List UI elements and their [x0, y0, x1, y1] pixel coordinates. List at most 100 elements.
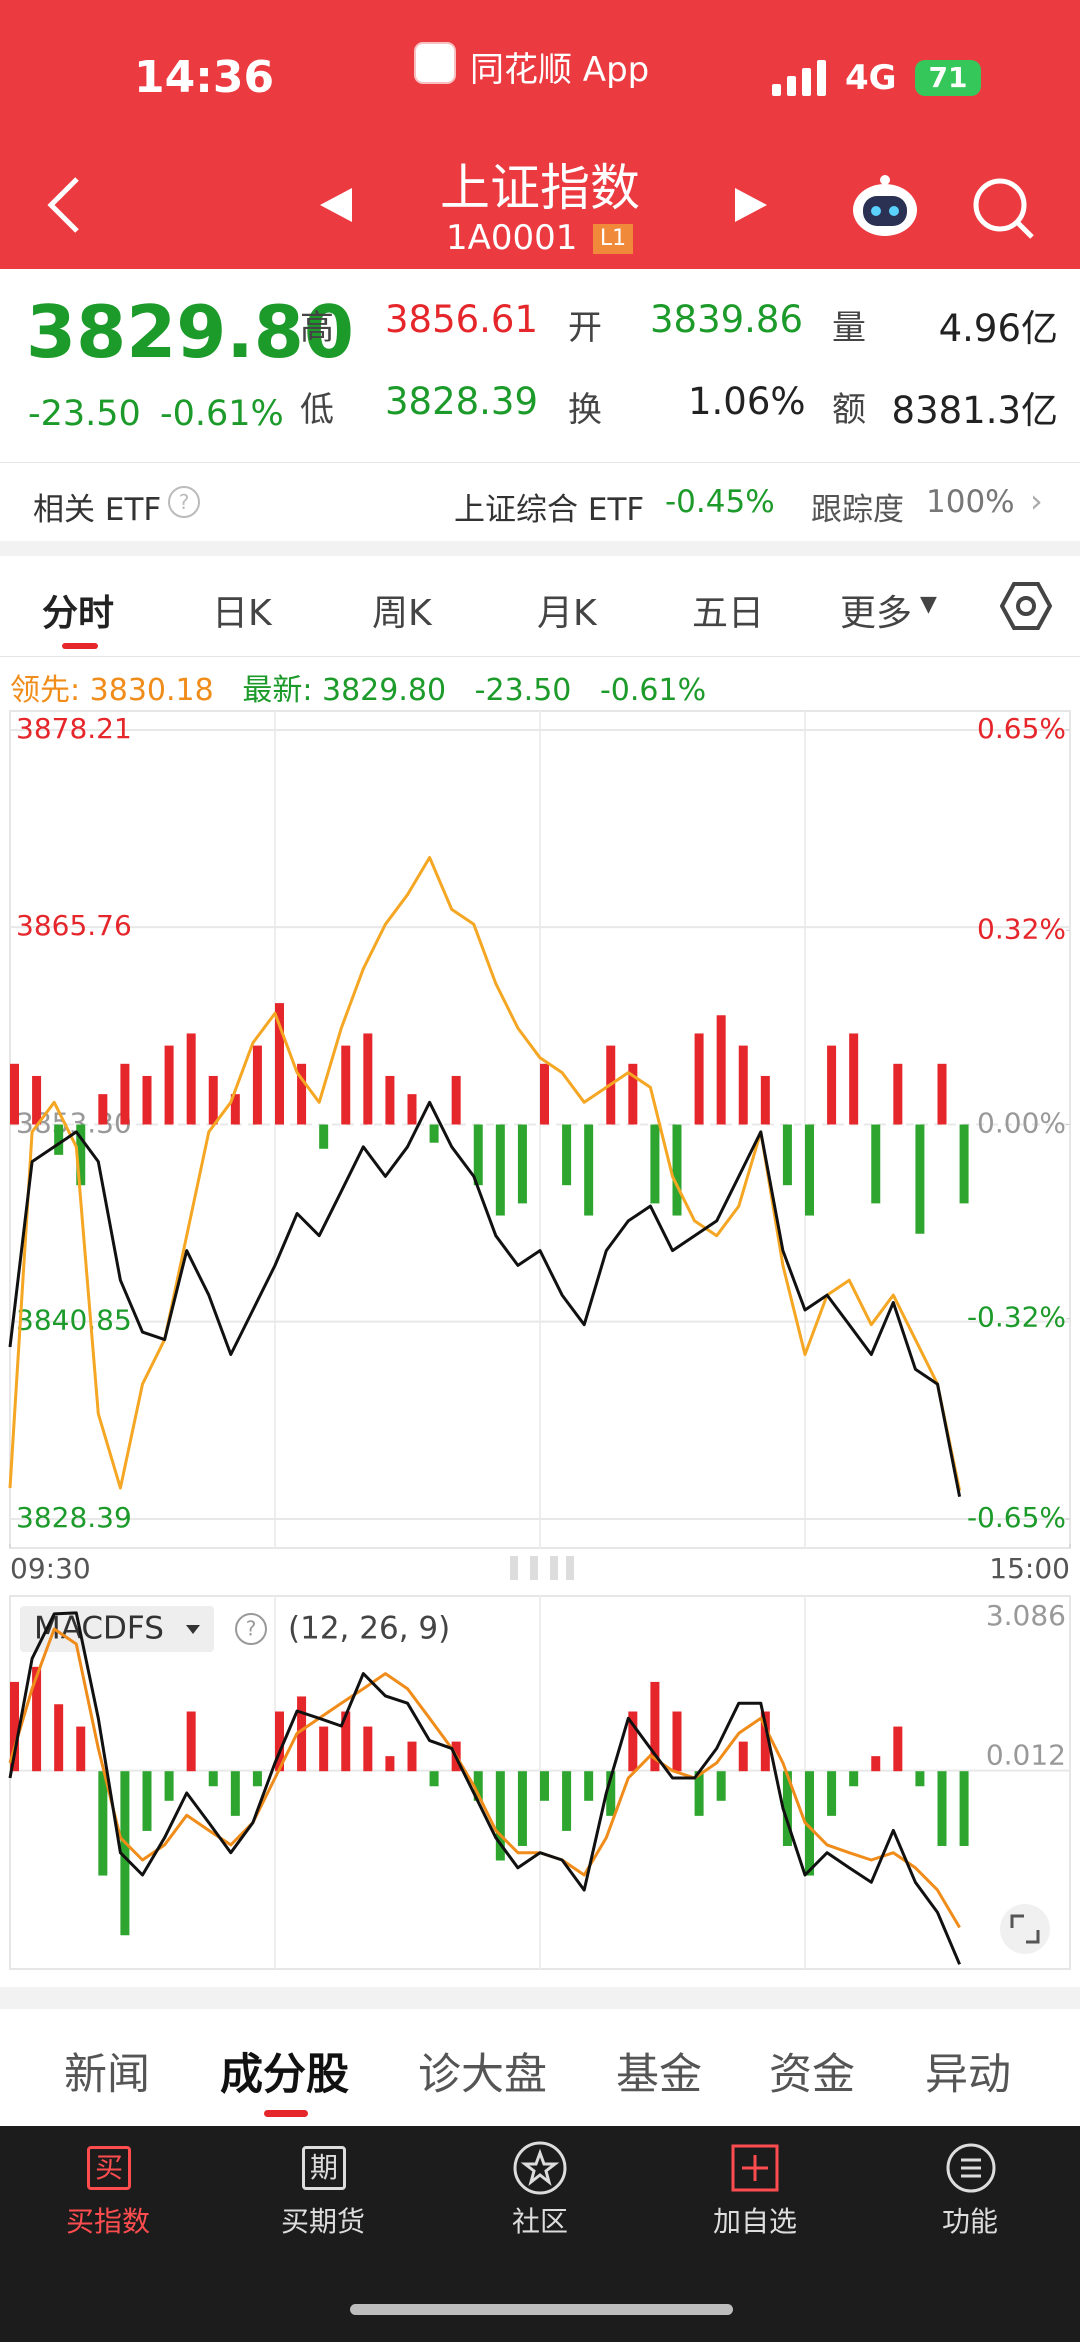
price-line: [8, 856, 962, 1492]
tab[interactable]: 更多: [840, 593, 913, 634]
macd-bar: [32, 1666, 42, 1772]
robot-button[interactable]: [850, 172, 920, 242]
index-code: 1A0001: [446, 218, 578, 258]
macd-bar: [495, 1771, 505, 1861]
tab[interactable]: 日K: [212, 593, 272, 634]
volume-bar: [142, 1075, 152, 1125]
volume-bar: [451, 1075, 461, 1125]
expand-icon: [1010, 1914, 1024, 1928]
volume-bar: [871, 1124, 881, 1204]
macd-bar: [186, 1711, 196, 1772]
volume-bar: [495, 1124, 505, 1216]
nav-label[interactable]: 买期货: [280, 2205, 365, 2238]
macd-bar: [915, 1771, 925, 1787]
change-pct: -0.61%: [160, 394, 284, 434]
y-tick-label: 0.012: [986, 1739, 1066, 1772]
etf-change: -0.45%: [665, 484, 775, 520]
price: 3829.80: [26, 290, 354, 374]
macd-bar: [540, 1771, 549, 1801]
tab[interactable]: 周K: [372, 593, 432, 634]
bottom-tab[interactable]: 成分股: [220, 2050, 349, 2100]
stat-value: 3856.61: [385, 298, 539, 341]
volume-bar: [937, 1063, 947, 1125]
macd-bar: [584, 1771, 594, 1801]
macd-bar: [297, 1696, 307, 1772]
nav-icon[interactable]: 期: [302, 2146, 346, 2190]
volume-bar: [562, 1124, 572, 1186]
tab[interactable]: 月K: [537, 593, 597, 634]
page-title: 上证指数: [440, 159, 640, 217]
pager: [566, 1556, 574, 1580]
nav-icon[interactable]: [731, 2144, 779, 2192]
volume-bar: [230, 1094, 240, 1125]
y2-tick-label: 0.65%: [977, 712, 1066, 745]
settings-button[interactable]: [1000, 580, 1052, 632]
bottom-tab[interactable]: 异动: [925, 2050, 1011, 2100]
latest-change: -23.50: [474, 673, 572, 708]
bottom-tab[interactable]: 资金: [769, 2050, 855, 2100]
expand-button[interactable]: [1000, 1904, 1050, 1954]
volume-bar: [915, 1124, 925, 1234]
macd-bar: [142, 1771, 152, 1831]
volume-bar: [186, 1033, 196, 1125]
etf-label: 相关 ETF: [33, 492, 162, 528]
stat-value: 4.96亿: [938, 307, 1058, 350]
y2-tick-label: -0.32%: [967, 1301, 1066, 1334]
nav-icon[interactable]: [945, 2142, 997, 2194]
macd-bar: [76, 1726, 86, 1772]
macd-bar: [407, 1741, 417, 1772]
back-button[interactable]: [45, 175, 85, 235]
latest-value: 3829.80: [321, 673, 447, 708]
pager: [530, 1556, 538, 1580]
macd-bar: [252, 1771, 262, 1787]
macd-bar: [363, 1726, 373, 1772]
help-icon[interactable]: [235, 1613, 267, 1645]
nav-icon[interactable]: [512, 2140, 568, 2196]
search-button[interactable]: [970, 175, 1036, 241]
track-label: 跟踪度: [811, 492, 904, 528]
nav-label[interactable]: 功能: [941, 2205, 998, 2238]
bottom-tab[interactable]: 新闻: [64, 2050, 150, 2100]
volume-bar: [893, 1063, 903, 1125]
nav-icon[interactable]: 买: [87, 2146, 131, 2190]
macd-bar: [650, 1681, 660, 1772]
macd-bar: [672, 1711, 682, 1772]
gap: [0, 1987, 1080, 2009]
chevron: ›: [1030, 482, 1043, 520]
latest-label: 最新:: [242, 673, 313, 708]
signal: [772, 60, 826, 96]
volume-bar: [319, 1124, 329, 1149]
macd-bar: [827, 1771, 837, 1816]
volume-bar: [10, 1063, 19, 1125]
y-tick-label: 3878.21: [16, 712, 132, 745]
macd-bar: [98, 1771, 108, 1876]
nav-label[interactable]: 买指数: [65, 2205, 150, 2238]
prev-button[interactable]: [318, 186, 354, 224]
macd-bar: [871, 1756, 881, 1772]
divider: [0, 656, 1080, 657]
help-icon[interactable]: ?: [168, 486, 200, 518]
bottom-tab[interactable]: 诊大盘: [418, 2050, 547, 2100]
macd-bar: [230, 1771, 240, 1816]
macd-bar: [319, 1726, 329, 1772]
macd-bar: [628, 1711, 638, 1772]
volume-bar: [959, 1124, 969, 1204]
y2-tick-label: 0.32%: [977, 912, 1066, 945]
macd-bar: [208, 1771, 218, 1787]
stat-label: 低: [300, 390, 334, 430]
volume-bar: [584, 1124, 594, 1216]
home-indicator: [350, 2304, 733, 2315]
macd-bar: [275, 1711, 284, 1772]
divider: [0, 462, 1080, 463]
nav-label[interactable]: 加自选: [712, 2205, 797, 2238]
tab[interactable]: 分时: [42, 593, 115, 634]
etf-name[interactable]: 上证综合 ETF: [454, 492, 645, 528]
bottom-tab[interactable]: 基金: [616, 2050, 702, 2100]
next-button[interactable]: [733, 186, 769, 224]
tab[interactable]: 五日: [692, 593, 765, 634]
tab-underline: [264, 2110, 308, 2117]
lead-label: 领先:: [10, 673, 81, 708]
macd-bar: [10, 1681, 19, 1772]
nav-label[interactable]: 社区: [511, 2205, 568, 2238]
